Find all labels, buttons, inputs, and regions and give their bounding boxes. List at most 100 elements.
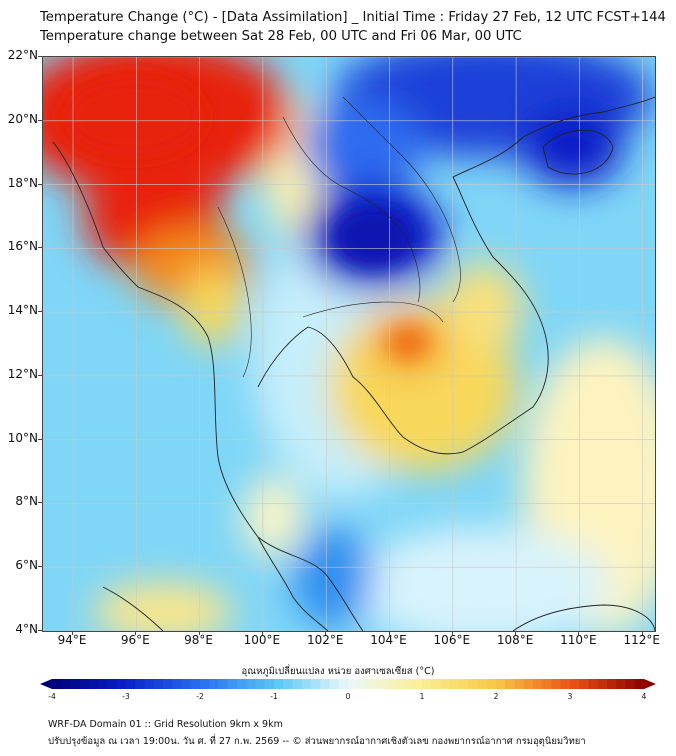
coast-malay [257, 536, 329, 631]
colorbar-cell [449, 679, 460, 689]
colorbar-cell [292, 679, 303, 689]
colorbar-cell [301, 679, 312, 689]
lon-tick [515, 631, 517, 635]
colorbar-cell [255, 679, 266, 689]
colorbar [40, 679, 656, 689]
colorbar-cell [477, 679, 488, 689]
lat-tick [38, 502, 42, 504]
lon-label: 104°E [370, 633, 407, 647]
colorbar-cell [431, 679, 441, 689]
coast-cambodia-vietnam [402, 136, 549, 455]
colorbar-cell [200, 679, 210, 689]
coastlines [52, 96, 655, 631]
coast-borneo [512, 604, 655, 631]
map-canvas [43, 57, 655, 631]
lat-tick [38, 566, 42, 568]
field-yellow-vietnam [443, 262, 523, 352]
lon-tick [135, 631, 137, 635]
footer-credit: ปรับปรุงข้อมูล ณ เวลา 19:00น. วัน ศ. ที่… [48, 736, 586, 747]
lon-tick [578, 631, 580, 635]
colorbar-cell [523, 679, 534, 689]
colorbar-cell [505, 679, 515, 689]
colorbar-cell [616, 679, 626, 689]
colorbar-cell [144, 679, 155, 689]
lon-tick [261, 631, 263, 635]
colorbar-cell [329, 679, 340, 689]
lon-label: 96°E [120, 633, 150, 647]
colorbar-max-arrow [644, 679, 656, 689]
lat-tick [38, 183, 42, 185]
lat-label: 22°N [7, 48, 38, 62]
lon-label: 110°E [560, 633, 597, 647]
colorbar-cell [533, 679, 543, 689]
colorbar-cell [348, 679, 358, 689]
lat-tick [38, 56, 42, 57]
colorbar-cell [107, 679, 118, 689]
colorbar-tick-label: 2 [493, 692, 499, 701]
temperature-change-map [42, 56, 656, 632]
colorbar-cell [135, 679, 145, 689]
lon-tick [388, 631, 390, 635]
chart-subtitle: Temperature change between Sat 28 Feb, 0… [40, 29, 522, 44]
colorbar-tick-label: 3 [567, 692, 573, 701]
lon-label: 112°E [623, 633, 660, 647]
colorbar-tick-label: -4 [48, 692, 56, 701]
lon-label: 106°E [433, 633, 471, 647]
lat-label: 8°N [15, 494, 38, 509]
field-blue-laos [303, 97, 423, 197]
field-pale-gulf [243, 477, 303, 557]
colorbar-cell [597, 679, 608, 689]
colorbar-cell [338, 679, 349, 689]
border-thailand-cambodia [302, 301, 444, 323]
colorbar-cell [607, 679, 617, 689]
lat-label: 6°N [15, 558, 38, 573]
colorbar-cell [496, 679, 506, 689]
colorbar-cell [385, 679, 395, 689]
chart-title: Temperature Change (°C) - [Data Assimila… [40, 10, 666, 25]
footer-model-info: WRF-DA Domain 01 :: Grid Resolution 9km … [48, 719, 283, 730]
colorbar-cell [163, 679, 173, 689]
colorbar-cell [459, 679, 469, 689]
coast-hainan [542, 129, 614, 175]
field-blue-hainan [523, 107, 623, 187]
lat-label: 20°N [7, 111, 38, 126]
colorbar-cell [468, 679, 478, 689]
lat-tick [38, 630, 42, 631]
colorbar-cell [440, 679, 451, 689]
colorbar-min-arrow [40, 679, 52, 689]
coast-vietnam-north [522, 96, 655, 138]
lon-tick [198, 631, 200, 635]
colorbar-cell [181, 679, 192, 689]
border-thailand-laos [282, 116, 421, 303]
colorbar-cell [172, 679, 182, 689]
lat-label: 18°N [7, 175, 38, 190]
colorbar-cell [551, 679, 562, 689]
colorbar-cell [412, 679, 423, 689]
field-yellow-burma-south [183, 267, 243, 347]
colorbar-cell [237, 679, 247, 689]
colorbar-cell [98, 679, 108, 689]
lat-tick [38, 247, 42, 249]
coast-thailand-gulf [257, 536, 364, 631]
colorbar-cell [311, 679, 321, 689]
lon-label: 108°E [496, 633, 534, 647]
lon-label: 94°E [57, 633, 87, 647]
lat-tick [38, 438, 42, 440]
colorbar-cell [209, 679, 219, 689]
colorbar-cell [570, 679, 580, 689]
colorbar-cell [394, 679, 404, 689]
colorbar-tick-label: 4 [641, 692, 647, 701]
colorbar-tick-label: 0 [345, 692, 351, 701]
colorbar-cell [79, 679, 90, 689]
field-pale-south [353, 527, 613, 631]
lat-tick [38, 119, 42, 121]
graticule [43, 57, 655, 631]
colorbar-cell [542, 679, 552, 689]
border-laos-vietnam [342, 96, 461, 303]
colorbar-cell [274, 679, 284, 689]
colorbar-cell [403, 679, 414, 689]
lat-label: 10°N [7, 430, 38, 445]
field-yellow-sumatra [93, 582, 233, 631]
lat-tick [38, 311, 42, 313]
colorbar-cell [579, 679, 589, 689]
